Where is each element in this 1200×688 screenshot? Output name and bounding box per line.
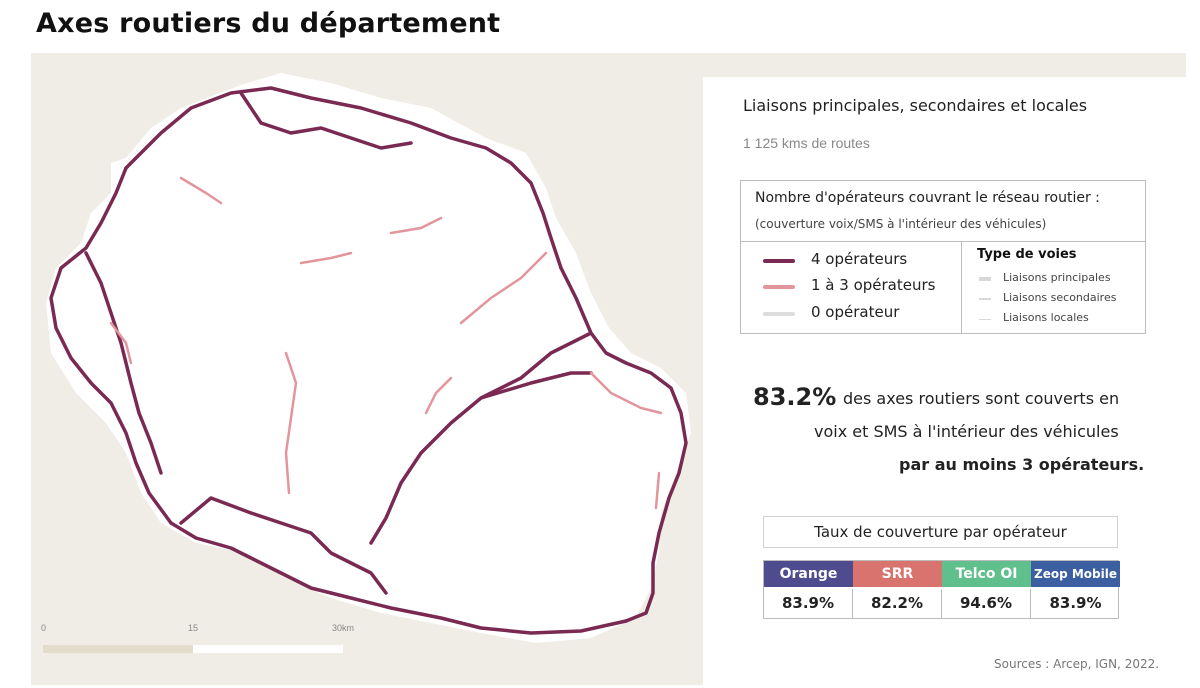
road-coastal-south [169, 521, 628, 635]
stat-line-2: voix et SMS à l'intérieur des véhicules [814, 422, 1119, 441]
legend-subheading: (couverture voix/SMS à l'intérieur des v… [755, 217, 1047, 231]
operator-name: Zeop Mobile [1031, 561, 1120, 587]
swatch-0-operators [763, 312, 795, 316]
stat-line-3: par au moins 3 opérateurs. [899, 455, 1145, 474]
road-pink-2 [299, 251, 353, 265]
swatch-secondary [979, 298, 991, 300]
road-types-title: Type de voies [977, 247, 1077, 262]
road-pink-6 [424, 376, 453, 415]
scale-label-30: 30km [332, 623, 355, 633]
operator-value: 82.2% [853, 589, 942, 618]
operator-value: 83.9% [1049, 594, 1102, 612]
legend-label: 0 opérateur [811, 303, 900, 321]
legend-label: 4 opérateurs [811, 250, 908, 268]
road-pink-8 [654, 471, 661, 510]
island-map[interactable] [31, 53, 703, 685]
operator-srr: SRR 82.2% [853, 561, 942, 618]
road-south-grid [179, 496, 388, 595]
operator-zeop-mobile: Zeop Mobile 83.9% [1031, 561, 1120, 618]
operator-value: 83.9% [764, 589, 853, 618]
source-note: Sources : Arcep, IGN, 2022. [994, 657, 1160, 671]
scale-bar [43, 645, 343, 653]
swatch-principal [979, 277, 991, 281]
road-pink-3 [389, 216, 443, 235]
swatch-1-3-operators [763, 285, 795, 289]
road-cross-east [369, 331, 593, 545]
operator-name: Telco OI [942, 561, 1031, 587]
swatch-local [979, 319, 991, 320]
legend-box: Nombre d'opérateurs couvrant le réseau r… [740, 180, 1146, 334]
operator-name: Orange [764, 561, 853, 587]
road-pink-9 [109, 321, 133, 365]
legend-header: Nombre d'opérateurs couvrant le réseau r… [741, 181, 1145, 242]
road-type-label: Liaisons locales [1003, 311, 1089, 324]
scale-label-15: 15 [188, 623, 199, 633]
legend-divider [961, 242, 962, 334]
road-north-inner [239, 91, 413, 150]
road-type-label: Liaisons secondaires [1003, 291, 1117, 304]
coverage-table: Orange 83.9% SRR 82.2% Telco OI 94.6% Ze… [763, 560, 1120, 619]
road-inner-ring [479, 371, 593, 400]
legend-heading: Nombre d'opérateurs couvrant le réseau r… [755, 190, 1100, 206]
road-coastal-north [124, 86, 563, 270]
operator-orange: Orange 83.9% [764, 561, 853, 618]
panel-subtitle: Liaisons principales, secondaires et loc… [743, 96, 1088, 115]
road-coastal-east [559, 266, 688, 623]
road-pink-4 [459, 251, 548, 325]
road-pink-7 [589, 371, 663, 415]
coverage-percent: 83.2% [753, 383, 837, 411]
operator-name: SRR [853, 561, 942, 587]
road-coastal-west [49, 166, 173, 525]
total-roads: 1 125 kms de routes [743, 135, 870, 151]
operator-value: 94.6% [942, 589, 1031, 618]
road-west-inner [84, 251, 163, 475]
stat-line-1: des axes routiers sont couverts en [843, 389, 1120, 408]
island-shape [46, 73, 691, 643]
page-title: Axes routiers du département [36, 8, 501, 39]
operator-telco-oi: Telco OI 94.6% [942, 561, 1031, 618]
scale-label-0: 0 [41, 623, 47, 633]
road-type-label: Liaisons principales [1003, 271, 1111, 284]
road-pink-5 [284, 351, 298, 495]
coverage-table-heading: Taux de couverture par opérateur [763, 516, 1118, 548]
swatch-4-operators [763, 259, 795, 263]
road-pink-1 [179, 176, 223, 205]
legend-label: 1 à 3 opérateurs [811, 276, 936, 294]
